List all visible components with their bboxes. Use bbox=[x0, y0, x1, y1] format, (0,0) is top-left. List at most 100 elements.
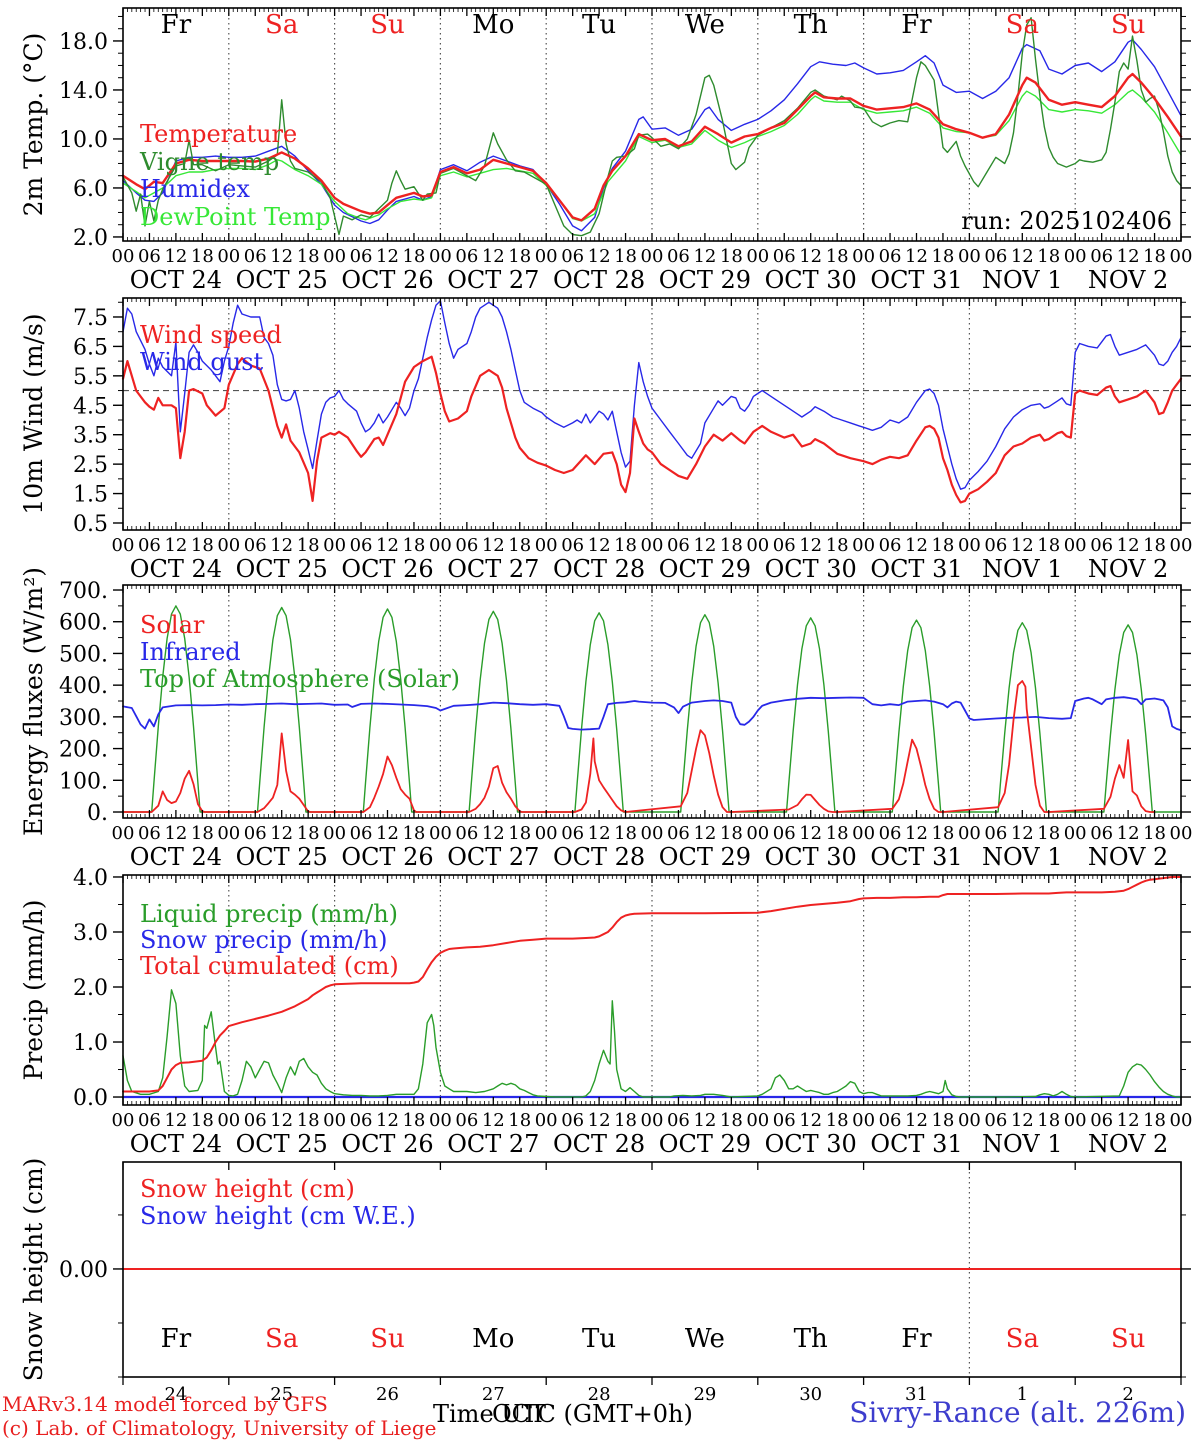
svg-text:12: 12 bbox=[1011, 823, 1034, 844]
svg-text:Th: Th bbox=[794, 10, 828, 40]
svg-text:00: 00 bbox=[429, 823, 452, 844]
svg-text:12: 12 bbox=[1117, 823, 1140, 844]
svg-text:00: 00 bbox=[746, 823, 769, 844]
svg-text:06: 06 bbox=[667, 823, 690, 844]
svg-text:12: 12 bbox=[799, 246, 822, 267]
svg-text:18: 18 bbox=[826, 823, 849, 844]
svg-text:06: 06 bbox=[138, 823, 161, 844]
svg-text:00: 00 bbox=[852, 535, 875, 556]
svg-text:00: 00 bbox=[112, 246, 135, 267]
model-credit-line2: (c) Lab. of Climatology, University of L… bbox=[2, 1416, 437, 1440]
svg-text:29: 29 bbox=[693, 1384, 716, 1405]
svg-text:18: 18 bbox=[931, 535, 954, 556]
svg-text:2.0: 2.0 bbox=[73, 226, 108, 251]
svg-text:Humidex: Humidex bbox=[140, 175, 250, 203]
svg-text:OCT 28: OCT 28 bbox=[553, 1130, 645, 1158]
svg-text:06: 06 bbox=[350, 246, 373, 267]
svg-text:12: 12 bbox=[376, 823, 399, 844]
svg-text:Total cumulated (cm): Total cumulated (cm) bbox=[140, 952, 399, 980]
svg-text:NOV 2: NOV 2 bbox=[1088, 843, 1168, 871]
svg-text:18: 18 bbox=[508, 535, 531, 556]
svg-text:00: 00 bbox=[1170, 823, 1193, 844]
svg-text:00: 00 bbox=[641, 246, 664, 267]
series-solar bbox=[122, 680, 1156, 813]
svg-text:Wind speed: Wind speed bbox=[140, 321, 282, 349]
svg-text:06: 06 bbox=[244, 246, 267, 267]
svg-text:18: 18 bbox=[508, 246, 531, 267]
svg-text:Infrared: Infrared bbox=[140, 638, 241, 666]
svg-text:06: 06 bbox=[667, 535, 690, 556]
svg-text:18: 18 bbox=[614, 823, 637, 844]
svg-text:06: 06 bbox=[667, 246, 690, 267]
series-vigne-temp bbox=[122, 17, 1182, 237]
svg-text:Solar: Solar bbox=[140, 611, 205, 639]
svg-text:Fr: Fr bbox=[901, 1324, 932, 1354]
svg-text:12: 12 bbox=[482, 1110, 505, 1131]
svg-text:24: 24 bbox=[164, 1384, 187, 1405]
svg-text:OCT 30: OCT 30 bbox=[765, 843, 857, 871]
svg-text:Precip (mm/h): Precip (mm/h) bbox=[19, 900, 48, 1081]
svg-text:OCT 24: OCT 24 bbox=[130, 1130, 222, 1158]
svg-text:06: 06 bbox=[561, 535, 584, 556]
svg-text:10m Wind (m/s): 10m Wind (m/s) bbox=[19, 313, 48, 514]
svg-text:18: 18 bbox=[1143, 823, 1166, 844]
svg-text:18: 18 bbox=[931, 246, 954, 267]
svg-text:06: 06 bbox=[138, 1110, 161, 1131]
svg-text:12: 12 bbox=[799, 1110, 822, 1131]
svg-text:18: 18 bbox=[191, 823, 214, 844]
svg-text:OCT 30: OCT 30 bbox=[765, 266, 857, 294]
svg-text:18: 18 bbox=[191, 535, 214, 556]
svg-text:Su: Su bbox=[1111, 1324, 1146, 1354]
svg-text:NOV 1: NOV 1 bbox=[982, 843, 1062, 871]
series-wind-speed bbox=[121, 355, 1183, 504]
svg-text:3.5: 3.5 bbox=[73, 424, 108, 449]
svg-text:18: 18 bbox=[614, 535, 637, 556]
svg-text:18: 18 bbox=[297, 1110, 320, 1131]
svg-text:06: 06 bbox=[879, 535, 902, 556]
svg-text:18: 18 bbox=[1037, 1110, 1060, 1131]
svg-text:OCT 31: OCT 31 bbox=[870, 1130, 962, 1158]
svg-text:06: 06 bbox=[879, 1110, 902, 1131]
svg-text:06: 06 bbox=[455, 535, 478, 556]
station-label: Sivry-Rance (alt. 226m) bbox=[849, 1396, 1186, 1429]
svg-text:18: 18 bbox=[931, 823, 954, 844]
svg-text:00: 00 bbox=[323, 535, 346, 556]
svg-text:06: 06 bbox=[138, 535, 161, 556]
svg-text:12: 12 bbox=[1011, 246, 1034, 267]
svg-text:18: 18 bbox=[1037, 535, 1060, 556]
svg-text:Snow height (cm): Snow height (cm) bbox=[140, 1175, 355, 1203]
svg-text:OCT 30: OCT 30 bbox=[765, 1130, 857, 1158]
svg-text:06: 06 bbox=[667, 1110, 690, 1131]
svg-text:06: 06 bbox=[879, 246, 902, 267]
svg-text:12: 12 bbox=[164, 1110, 187, 1131]
svg-text:OCT 25: OCT 25 bbox=[236, 843, 328, 871]
svg-text:OCT 25: OCT 25 bbox=[236, 1130, 328, 1158]
svg-text:0.: 0. bbox=[87, 801, 108, 826]
svg-text:Mo: Mo bbox=[472, 1324, 514, 1354]
svg-text:06: 06 bbox=[244, 1110, 267, 1131]
svg-text:OCT 29: OCT 29 bbox=[659, 266, 751, 294]
svg-text:NOV 1: NOV 1 bbox=[982, 1130, 1062, 1158]
svg-text:00: 00 bbox=[641, 535, 664, 556]
svg-text:00: 00 bbox=[1064, 246, 1087, 267]
svg-text:00: 00 bbox=[112, 535, 135, 556]
svg-text:06: 06 bbox=[984, 535, 1007, 556]
svg-text:12: 12 bbox=[1117, 1110, 1140, 1131]
svg-text:00: 00 bbox=[1170, 1110, 1193, 1131]
svg-text:00: 00 bbox=[535, 1110, 558, 1131]
svg-text:6.5: 6.5 bbox=[73, 335, 108, 360]
svg-text:12: 12 bbox=[1011, 1110, 1034, 1131]
svg-text:00: 00 bbox=[112, 823, 135, 844]
svg-text:OCT 25: OCT 25 bbox=[236, 555, 328, 583]
svg-text:18: 18 bbox=[297, 246, 320, 267]
svg-text:OCT 24: OCT 24 bbox=[130, 843, 222, 871]
svg-text:18: 18 bbox=[1037, 823, 1060, 844]
svg-text:00: 00 bbox=[852, 1110, 875, 1131]
svg-text:Snow height (cm): Snow height (cm) bbox=[19, 1158, 48, 1382]
svg-text:28: 28 bbox=[588, 1384, 611, 1405]
svg-text:06: 06 bbox=[1090, 246, 1113, 267]
svg-text:12: 12 bbox=[588, 1110, 611, 1131]
